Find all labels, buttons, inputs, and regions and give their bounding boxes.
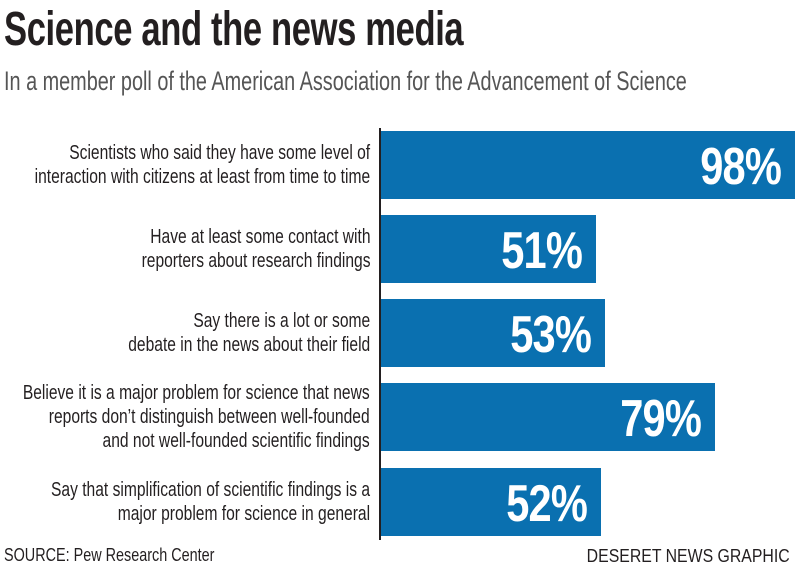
category-label-line: reports don’t distinguish between well-f… xyxy=(49,406,371,428)
data-label: 53% xyxy=(510,306,592,364)
category-label-line: debate in the news about their field xyxy=(128,334,370,356)
category-label: Say that simplification of scientific fi… xyxy=(51,478,370,526)
bar: 52% xyxy=(381,468,601,536)
chart-title: Science and the news media xyxy=(4,3,464,56)
data-label: 51% xyxy=(501,222,584,280)
source-note: SOURCE: Pew Research Center xyxy=(4,545,215,565)
category-label: Scientists who said they have some level… xyxy=(34,141,370,189)
category-label: Have at least some contact with reporters… xyxy=(141,225,370,273)
axis-line xyxy=(379,128,381,540)
category-label-line: reporters about research findings xyxy=(141,250,370,272)
data-label: 52% xyxy=(505,475,588,533)
bar: 53% xyxy=(381,299,605,367)
category-label-line: major problem for science in general xyxy=(117,503,370,525)
category-label-line: Say that simplification of scientific fi… xyxy=(50,479,370,501)
category-label: Believe it is a major problem for scienc… xyxy=(23,381,370,453)
category-label-line: Scientists who said they have some level… xyxy=(69,142,370,164)
category-label-line: interaction with citizens at least from … xyxy=(34,166,370,188)
bar: 79% xyxy=(381,383,715,451)
data-label: 98% xyxy=(700,138,782,196)
graphic-credit: DESERET NEWS GRAPHIC xyxy=(586,546,790,566)
bar: 98% xyxy=(381,131,795,199)
chart-subtitle: In a member poll of the American Associa… xyxy=(4,66,687,96)
category-label-line: Say there is a lot or some xyxy=(193,310,370,332)
data-label: 79% xyxy=(619,390,702,448)
category-label-line: and not well-founded scientific findings xyxy=(102,430,370,452)
category-label-line: Believe it is a major problem for scienc… xyxy=(23,382,370,404)
bar: 51% xyxy=(381,215,597,283)
category-label-line: Have at least some contact with xyxy=(149,226,370,248)
category-label: Say there is a lot or some debate in the … xyxy=(128,309,370,357)
